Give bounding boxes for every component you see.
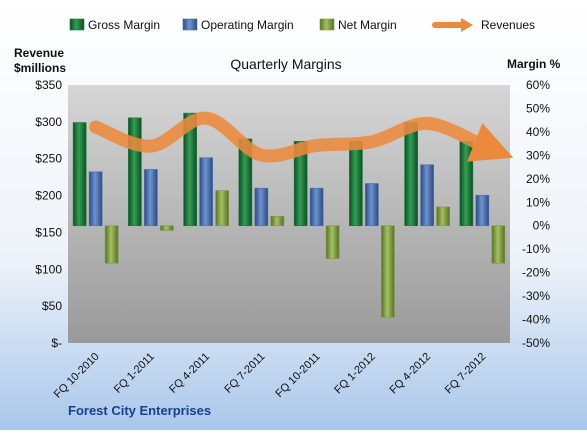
left-axis-tick-label: $200	[35, 189, 62, 203]
right-axis-tick-label: 60%	[526, 78, 550, 92]
right-axis-tick-label: -10%	[522, 242, 550, 256]
bar-gross-margin	[460, 141, 473, 225]
bar-gross-margin	[405, 123, 418, 226]
bar-operating-margin	[421, 165, 434, 226]
bar-operating-margin	[476, 195, 489, 225]
bar-operating-margin	[144, 169, 157, 225]
left-axis-tick-label: $-	[51, 336, 62, 350]
left-axis-tick-label: $150	[35, 225, 62, 239]
bar-operating-margin	[89, 172, 102, 226]
bar-operating-margin	[310, 188, 323, 226]
left-axis-tick-label: $300	[35, 115, 62, 129]
legend-swatch-net	[320, 19, 334, 30]
right-axis-tick-label: 10%	[526, 195, 550, 209]
right-axis-tick-label: 50%	[526, 101, 550, 115]
legend-swatch-gross	[70, 19, 84, 30]
legend-label: Operating Margin	[201, 18, 294, 32]
right-axis-tick-label: -30%	[522, 289, 550, 303]
right-axis-title: Margin %	[507, 57, 561, 71]
bar-net-margin	[160, 226, 173, 231]
left-axis-tick-label: $100	[35, 262, 62, 276]
right-axis-tick-label: -40%	[522, 313, 550, 327]
bar-gross-margin	[73, 123, 86, 226]
right-axis-tick-label: 20%	[526, 172, 550, 186]
left-axis-tick-label: $50	[42, 299, 62, 313]
right-axis-tick-label: 0%	[533, 219, 551, 233]
chart-title: Quarterly Margins	[230, 56, 341, 72]
bar-net-margin	[216, 191, 229, 226]
bar-net-margin	[326, 226, 339, 259]
bar-net-margin	[381, 226, 394, 317]
bar-net-margin	[492, 226, 505, 264]
right-axis-tick-label: 30%	[526, 148, 550, 162]
bar-net-margin	[105, 226, 118, 264]
left-axis-tick-label: $350	[35, 78, 62, 92]
bar-operating-margin	[200, 158, 213, 226]
bar-gross-margin	[128, 118, 141, 226]
bar-operating-margin	[365, 184, 378, 226]
left-axis-tick-label: $250	[35, 152, 62, 166]
legend-swatch-operating	[183, 19, 197, 30]
right-axis-tick-label: -20%	[522, 266, 550, 280]
footer-company-name: Forest City Enterprises	[68, 403, 211, 418]
legend-label: Revenues	[481, 18, 535, 32]
right-axis-tick-label: -50%	[522, 336, 550, 350]
bar-operating-margin	[255, 188, 268, 226]
left-axis-title-line2: $millions	[14, 61, 66, 75]
bar-net-margin	[271, 216, 284, 225]
bar-gross-margin	[349, 141, 362, 225]
legend-label: Net Margin	[338, 18, 397, 32]
bar-net-margin	[437, 207, 450, 226]
right-axis-tick-label: 40%	[526, 125, 550, 139]
legend-label: Gross Margin	[88, 18, 160, 32]
left-axis-title-line1: Revenue	[14, 46, 64, 60]
